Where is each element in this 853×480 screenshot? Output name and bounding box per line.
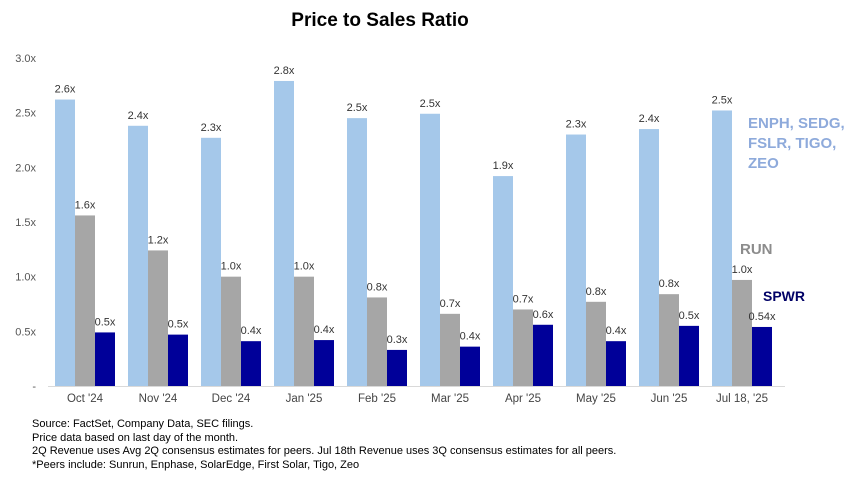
bar-enph [712, 110, 732, 386]
data-label: 2.6x [55, 84, 76, 96]
legend-spwr: SPWR [763, 288, 805, 304]
bar-spwr [314, 340, 334, 386]
chart-title: Price to Sales Ratio [291, 10, 469, 31]
bar-spwr [533, 324, 553, 386]
x-tick-label: May '25 [576, 393, 616, 405]
bar-enph [55, 99, 75, 387]
data-label: 2.5x [712, 94, 733, 106]
bar-run [732, 279, 752, 386]
x-tick-label: Nov '24 [139, 393, 178, 405]
data-label: 0.6x [533, 309, 554, 321]
footnotes: Source: FactSet, Company Data, SEC filin… [32, 418, 616, 472]
bar-run [659, 294, 679, 386]
data-label: 2.3x [201, 122, 222, 134]
bar-enph [347, 118, 367, 386]
data-label: 0.4x [606, 325, 627, 337]
bar-spwr [168, 334, 188, 386]
y-tick-label: - [32, 381, 36, 393]
x-tick-label: Jul 18, '25 [716, 393, 768, 405]
data-label: 2.4x [128, 110, 149, 122]
data-label: 0.5x [168, 319, 189, 331]
y-tick-label: 1.5x [15, 217, 36, 229]
bar-run [440, 313, 460, 386]
data-label: 2.5x [347, 102, 368, 114]
data-label: 1.9x [493, 160, 514, 172]
data-label: 0.8x [367, 281, 388, 293]
footnote: Source: FactSet, Company Data, SEC filin… [32, 418, 254, 430]
data-label: 0.7x [440, 298, 461, 310]
bar-run [294, 276, 314, 386]
bar-enph [201, 137, 221, 386]
bar-enph [639, 129, 659, 387]
x-tick-label: Dec '24 [212, 393, 251, 405]
data-label: 0.5x [679, 310, 700, 322]
bar-run [221, 276, 241, 386]
legend-run: RUN [740, 241, 773, 258]
bar-run [586, 301, 606, 386]
y-tick-label: 3.0x [15, 53, 36, 65]
y-tick-label: 0.5x [15, 326, 36, 338]
x-tick-label: Oct '24 [67, 393, 104, 405]
data-label: 2.5x [420, 98, 441, 110]
data-label: 0.4x [314, 324, 335, 336]
data-label: 2.4x [639, 113, 660, 125]
data-label: 2.8x [274, 65, 295, 77]
data-label: 1.0x [221, 261, 242, 273]
x-tick-label: Apr '25 [505, 393, 541, 405]
bar-run [75, 215, 95, 386]
data-label: 1.6x [75, 199, 96, 211]
bar-enph [274, 80, 294, 387]
bar-spwr [752, 326, 772, 386]
bar-enph [128, 125, 148, 386]
y-tick-label: 1.0x [15, 272, 36, 284]
bar-spwr [606, 341, 626, 386]
bar-spwr [95, 332, 115, 386]
data-label: 2.3x [566, 119, 587, 131]
footnote: *Peers include: Sunrun, Enphase, SolarEd… [32, 458, 360, 471]
legend-peers: ENPH, SEDG, FSLR, TIGO, ZEO [748, 115, 845, 172]
data-label: 0.8x [659, 278, 680, 290]
x-tick-label: Jun '25 [651, 393, 688, 405]
bar-spwr [460, 346, 480, 386]
data-label: 1.0x [732, 264, 753, 276]
bar-enph [566, 134, 586, 386]
footnote: 2Q Revenue uses Avg 2Q consensus estimat… [32, 445, 617, 457]
data-label: 0.5x [95, 316, 116, 328]
data-label: 0.7x [513, 293, 534, 305]
footnote: Price data based on last day of the mont… [32, 431, 239, 444]
bar-run [513, 309, 533, 386]
bar-spwr [241, 341, 261, 386]
bar-run [148, 250, 168, 386]
bar-chart: - 0.5x 1.0x 1.5x 2.0x 2.5x 3.0x 2.6x 1.6x 0.5x Oct… [15, 53, 785, 405]
x-tick-label: Jan '25 [286, 393, 323, 405]
y-tick-label: 2.0x [15, 162, 36, 174]
data-label: 0.3x [387, 334, 408, 346]
bar-enph [493, 176, 513, 386]
data-label: 0.4x [460, 331, 481, 343]
bar-enph [420, 113, 440, 386]
data-label: 0.4x [241, 325, 262, 337]
bar-spwr [679, 325, 699, 386]
y-tick-label: 2.5x [15, 108, 36, 120]
data-label: 0.8x [586, 286, 607, 298]
x-tick-label: Mar '25 [431, 393, 469, 405]
data-label: 1.2x [148, 234, 169, 246]
x-tick-label: Feb '25 [358, 393, 396, 405]
bar-spwr [387, 349, 407, 386]
bar-run [367, 297, 387, 386]
data-label: 0.54x [749, 311, 776, 323]
data-label: 1.0x [294, 261, 315, 273]
